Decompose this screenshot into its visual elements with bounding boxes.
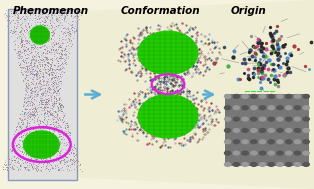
Circle shape <box>268 117 274 121</box>
Circle shape <box>303 151 309 155</box>
Circle shape <box>285 163 292 166</box>
Circle shape <box>259 117 266 121</box>
Circle shape <box>277 140 283 144</box>
Ellipse shape <box>30 26 49 44</box>
Circle shape <box>259 106 266 110</box>
Circle shape <box>277 129 283 132</box>
Circle shape <box>251 129 257 132</box>
Circle shape <box>233 129 240 132</box>
Circle shape <box>251 117 257 121</box>
Circle shape <box>225 129 231 132</box>
Circle shape <box>303 106 309 110</box>
Bar <box>8 9 77 180</box>
Circle shape <box>303 129 309 132</box>
Bar <box>225 94 309 166</box>
Circle shape <box>242 129 248 132</box>
Circle shape <box>242 163 248 166</box>
Circle shape <box>242 151 248 155</box>
Circle shape <box>285 117 292 121</box>
Circle shape <box>268 94 274 98</box>
Circle shape <box>294 106 300 110</box>
Circle shape <box>242 117 248 121</box>
Circle shape <box>285 140 292 144</box>
Text: Phenomenon: Phenomenon <box>13 6 89 16</box>
Circle shape <box>251 151 257 155</box>
Circle shape <box>233 94 240 98</box>
Circle shape <box>251 94 257 98</box>
Circle shape <box>285 94 292 98</box>
Circle shape <box>294 151 300 155</box>
Circle shape <box>259 94 266 98</box>
Circle shape <box>294 129 300 132</box>
Text: Conformation: Conformation <box>121 6 201 16</box>
Circle shape <box>294 163 300 166</box>
Circle shape <box>225 117 231 121</box>
Circle shape <box>268 163 274 166</box>
Circle shape <box>233 117 240 121</box>
Circle shape <box>303 117 309 121</box>
Ellipse shape <box>138 31 198 75</box>
Circle shape <box>225 106 231 110</box>
Circle shape <box>225 140 231 144</box>
Circle shape <box>285 106 292 110</box>
Circle shape <box>277 117 283 121</box>
Circle shape <box>277 151 283 155</box>
Circle shape <box>233 140 240 144</box>
Circle shape <box>225 94 231 98</box>
Circle shape <box>225 151 231 155</box>
Ellipse shape <box>138 94 198 138</box>
Circle shape <box>294 117 300 121</box>
Circle shape <box>259 140 266 144</box>
Circle shape <box>251 106 257 110</box>
Circle shape <box>242 106 248 110</box>
Circle shape <box>303 163 309 166</box>
Circle shape <box>268 106 274 110</box>
Text: Origin: Origin <box>231 6 267 16</box>
Circle shape <box>251 163 257 166</box>
Circle shape <box>251 140 257 144</box>
Circle shape <box>225 163 231 166</box>
Circle shape <box>268 151 274 155</box>
Circle shape <box>277 106 283 110</box>
Circle shape <box>233 106 240 110</box>
Circle shape <box>259 151 266 155</box>
Circle shape <box>294 94 300 98</box>
Circle shape <box>233 163 240 166</box>
Circle shape <box>277 163 283 166</box>
Polygon shape <box>78 0 314 189</box>
Circle shape <box>242 140 248 144</box>
Circle shape <box>285 151 292 155</box>
Circle shape <box>259 129 266 132</box>
Circle shape <box>294 140 300 144</box>
Circle shape <box>277 94 283 98</box>
Circle shape <box>259 163 266 166</box>
Ellipse shape <box>24 131 59 158</box>
Circle shape <box>242 94 248 98</box>
Circle shape <box>268 129 274 132</box>
Circle shape <box>303 94 309 98</box>
Circle shape <box>268 140 274 144</box>
Circle shape <box>303 140 309 144</box>
Circle shape <box>285 129 292 132</box>
Circle shape <box>233 151 240 155</box>
